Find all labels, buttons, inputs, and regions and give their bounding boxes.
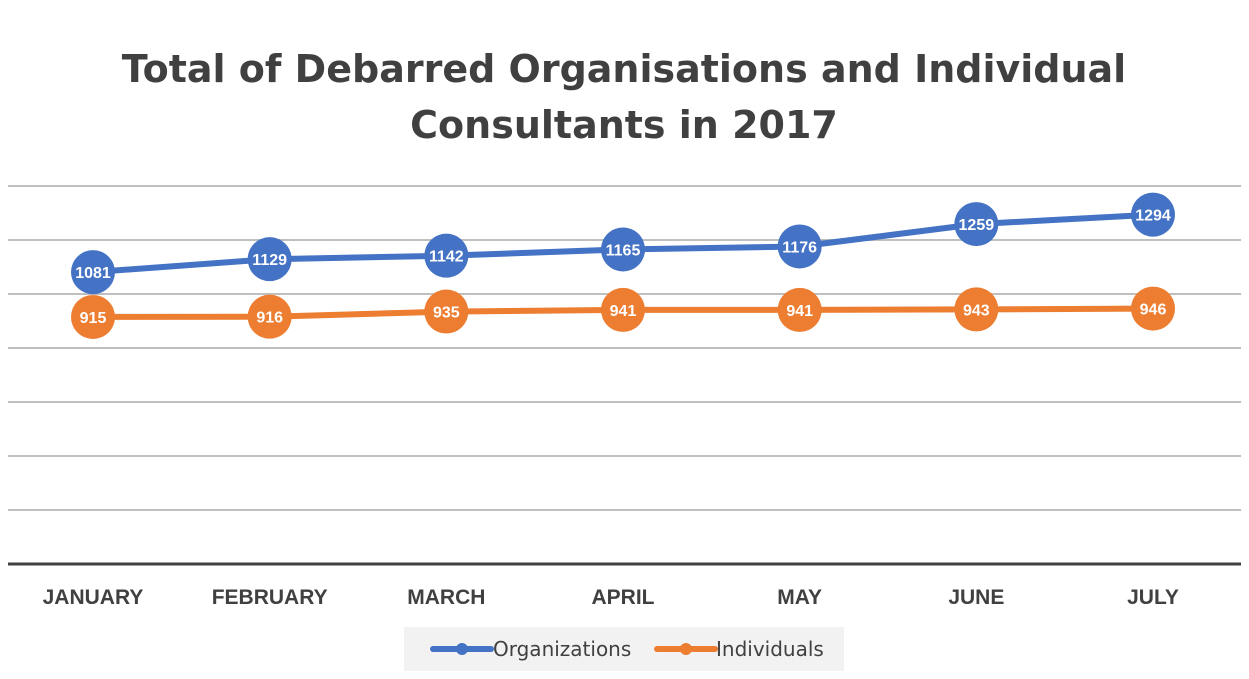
data-label: 1081 bbox=[75, 265, 111, 282]
data-label: 915 bbox=[80, 310, 107, 327]
chart-title: Total of Debarred Organisations and Indi… bbox=[122, 47, 1126, 147]
legend-item: Organizations bbox=[430, 637, 631, 661]
data-label: 1259 bbox=[959, 217, 995, 234]
legend-label: Individuals bbox=[716, 637, 824, 661]
data-point bbox=[1131, 192, 1175, 237]
data-point bbox=[247, 294, 292, 339]
x-tick-label: APRIL bbox=[592, 586, 655, 609]
data-label: 916 bbox=[256, 310, 283, 327]
chart-title-line-1: Total of Debarred Organisations and Indi… bbox=[122, 47, 1126, 91]
data-label: 943 bbox=[963, 302, 990, 319]
data-point bbox=[1131, 286, 1175, 331]
x-tick-label: FEBRUARY bbox=[212, 586, 328, 609]
data-point bbox=[601, 287, 645, 332]
data-label: 1294 bbox=[1135, 208, 1171, 225]
data-point bbox=[424, 289, 469, 334]
legend-label: Organizations bbox=[493, 637, 631, 661]
series-layer: 1081 1129 1142 1165 1176 1259 1294 915 916 935 941… bbox=[71, 192, 1175, 339]
x-tick-label: JULY bbox=[1127, 586, 1179, 609]
data-label: 1142 bbox=[429, 249, 464, 266]
legend-marker-swatch bbox=[680, 643, 692, 655]
series-organizations: 1081 1129 1142 1165 1176 1259 1294 bbox=[71, 192, 1175, 295]
data-point bbox=[954, 287, 999, 332]
data-point bbox=[71, 294, 115, 339]
data-point bbox=[424, 233, 469, 278]
data-point bbox=[954, 202, 999, 247]
legend-marker-swatch bbox=[456, 643, 468, 655]
x-tick-label: MAY bbox=[777, 586, 822, 609]
data-label: 1165 bbox=[606, 242, 641, 259]
x-tick-label: JUNE bbox=[948, 586, 1004, 609]
data-label: 946 bbox=[1140, 302, 1167, 319]
data-label: 941 bbox=[610, 303, 637, 320]
data-label: 935 bbox=[433, 305, 460, 322]
data-point bbox=[777, 287, 822, 332]
data-point bbox=[601, 227, 645, 272]
x-tick-label: JANUARY bbox=[43, 586, 144, 609]
data-point bbox=[71, 250, 115, 295]
x-axis-labels: JANUARY FEBRUARY MARCH APRIL MAY JUNE JULY bbox=[43, 586, 1179, 609]
data-label: 1129 bbox=[252, 252, 287, 269]
x-tick-label: MARCH bbox=[407, 586, 485, 609]
legend-item: Individuals bbox=[654, 637, 824, 661]
legend: Organizations Individuals bbox=[404, 627, 844, 671]
series-individuals: 915 916 935 941 941 943 946 bbox=[71, 286, 1175, 339]
data-point bbox=[777, 224, 822, 269]
data-point bbox=[247, 237, 292, 282]
data-label: 941 bbox=[786, 303, 813, 320]
data-label: 1176 bbox=[782, 239, 817, 256]
chart-title-line-2: Consultants in 2017 bbox=[410, 103, 838, 147]
